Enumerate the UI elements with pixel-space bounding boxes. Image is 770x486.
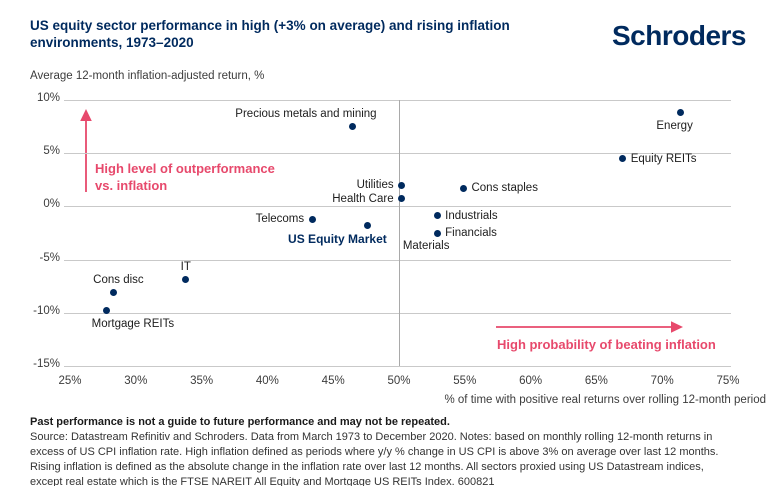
data-point-label: Mortgage REITs <box>91 317 175 330</box>
data-point-dot <box>433 212 441 220</box>
x-tick-label: 55% <box>453 375 477 387</box>
x-tick-label: 45% <box>321 375 345 387</box>
y-tick-label: -5% <box>39 251 60 264</box>
y-tick-label: 0% <box>43 198 60 211</box>
x-tick-label: 65% <box>584 375 608 387</box>
data-point-label: Cons staples <box>471 182 538 195</box>
gridline-y-5 <box>64 153 731 154</box>
x-tick-label: 25% <box>58 375 82 387</box>
x-tick-label: 60% <box>519 375 543 387</box>
data-point-label: Telecoms <box>255 213 305 226</box>
schroders-logo: Schroders <box>612 20 747 51</box>
right-arrow-icon <box>496 321 683 333</box>
x-axis-title: % of time with positive real returns ove… <box>444 394 766 406</box>
data-point-dot <box>103 307 111 315</box>
annotation-outperformance-line1: High level of outperformance <box>95 161 275 176</box>
data-point-dot <box>398 181 406 189</box>
footnote-source-line: Source: Datastream Refinitiv and Schrode… <box>30 431 713 443</box>
data-point-dot <box>459 184 467 192</box>
up-arrow-icon <box>80 109 92 192</box>
x-tick-label: 50% <box>387 375 411 387</box>
x-tick-label: 70% <box>650 375 674 387</box>
gridline-y-0 <box>64 206 731 207</box>
title-line-1: US equity sector performance in high (+3… <box>30 18 510 33</box>
annotation-beating-inflation-line1: High probability of beating inflation <box>497 337 716 352</box>
data-point-dot <box>308 215 316 223</box>
footnote-bold-line: Past performance is not a guide to futur… <box>30 416 450 428</box>
x-tick-label: 30% <box>124 375 148 387</box>
data-point-label: Health Care <box>332 192 394 205</box>
data-point-label: IT <box>180 260 191 273</box>
y-tick-label: 10% <box>36 92 60 104</box>
annotation-beating-inflation: High probability of beating inflation <box>497 336 716 353</box>
gridline-y--5 <box>64 260 731 261</box>
annotation-outperformance-line2: vs. inflation <box>95 178 168 193</box>
page-title: US equity sector performance in high (+3… <box>30 17 530 51</box>
footnote-source-text: Source: Datastream Refinitiv and Schrode… <box>30 430 742 486</box>
data-point-dot <box>398 195 406 203</box>
annotation-outperformance: High level of outperformance vs. inflati… <box>95 160 275 194</box>
data-point-label: Industrials <box>445 209 498 222</box>
data-point-label: Cons disc <box>93 273 144 286</box>
y-axis-title: Average 12-month inflation-adjusted retu… <box>30 70 265 82</box>
title-line-2: environments, 1973–2020 <box>30 35 194 50</box>
data-point-label: Equity REITs <box>630 152 697 165</box>
x-tick-label: 40% <box>255 375 279 387</box>
y-tick-label: -15% <box>33 358 60 370</box>
gridline-y--15 <box>64 366 731 367</box>
data-point-dot <box>109 289 117 297</box>
x-tick-label: 35% <box>190 375 214 387</box>
gridline-y--10 <box>64 313 731 314</box>
data-point-dot <box>363 222 371 230</box>
data-point-label: Precious metals and mining <box>235 107 377 120</box>
data-point-dot <box>677 109 685 117</box>
data-point-label: US Equity Market <box>288 231 387 246</box>
reference-line-50pct <box>399 100 400 366</box>
footnote-source-line: excess of US CPI inflation rate. High in… <box>30 446 719 458</box>
data-point-dot <box>182 276 190 284</box>
data-point-label: Materials <box>402 240 450 252</box>
gridline-y-10 <box>64 100 731 101</box>
data-point-dot <box>433 229 441 237</box>
footnote-source-line: Rising inflation is defined as the absol… <box>30 461 704 473</box>
x-tick-label: 75% <box>716 375 740 387</box>
data-point-label: Energy <box>656 119 693 132</box>
data-point-label: Financials <box>445 227 497 239</box>
y-tick-label: 5% <box>43 145 60 158</box>
data-point-dot <box>619 155 627 163</box>
data-point-label: Utilities <box>356 179 394 192</box>
data-point-dot <box>349 123 357 131</box>
y-tick-label: -10% <box>33 304 60 317</box>
footnote-source-line: except real estate which is the FTSE NAR… <box>30 476 495 486</box>
footnote: Past performance is not a guide to futur… <box>30 415 742 486</box>
